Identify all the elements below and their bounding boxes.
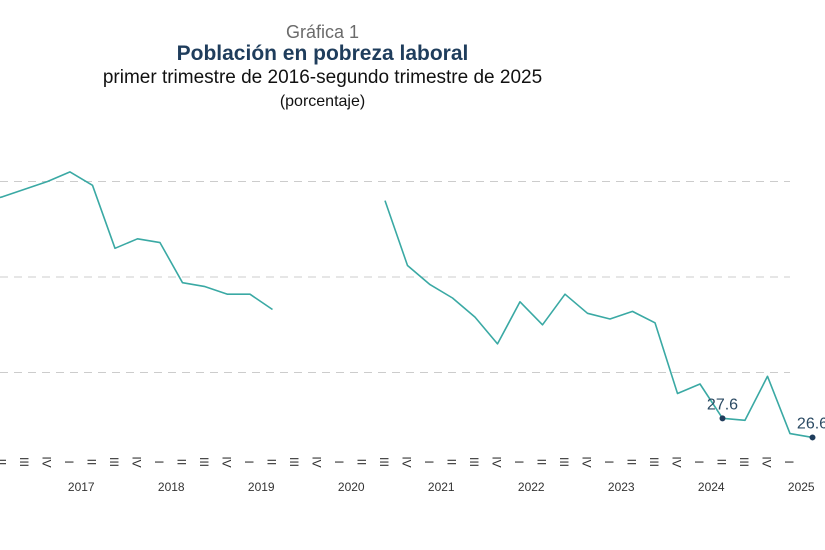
- quarter-tick-label: IV: [490, 456, 504, 467]
- quarter-tick-label: III: [17, 457, 31, 467]
- quarter-tick-label: II: [625, 459, 639, 466]
- quarter-tick-label: IV: [310, 456, 324, 467]
- quarter-tick-label: III: [197, 457, 211, 467]
- quarter-tick-label: I: [422, 460, 436, 463]
- year-label: 2019: [248, 480, 275, 494]
- quarter-tick-label: IV: [580, 456, 594, 467]
- quarter-tick-label: I: [62, 460, 76, 463]
- year-label: 2018: [158, 480, 185, 494]
- year-label: 2020: [338, 480, 365, 494]
- quarter-tick-label: II: [265, 459, 279, 466]
- quarter-tick-label: II: [0, 459, 9, 466]
- quarter-tick-label: III: [467, 457, 481, 467]
- quarter-tick-label: I: [602, 460, 616, 463]
- chart-unit: (porcentaje): [279, 93, 366, 110]
- quarter-tick-label: IV: [40, 456, 54, 467]
- data-label: 26.6: [797, 415, 825, 432]
- quarter-tick-label: II: [175, 459, 189, 466]
- year-label: 2022: [518, 480, 545, 494]
- quarter-tick-label: II: [445, 459, 459, 466]
- data-label: 27.6: [707, 396, 738, 413]
- chart-title: Población en pobreza laboral: [176, 42, 469, 65]
- series-line: [0, 171, 273, 311]
- chart-supertitle: Gráfica 1: [285, 22, 360, 42]
- quarter-tick-label: II: [715, 459, 729, 466]
- quarter-tick-label: I: [332, 460, 346, 463]
- year-label: 2017: [68, 480, 95, 494]
- quarter-tick-label: IV: [760, 456, 774, 467]
- quarter-tick-label: III: [377, 457, 391, 467]
- quarter-tick-label: III: [287, 457, 301, 467]
- quarter-tick-label: II: [85, 459, 99, 466]
- year-label: 2021: [428, 480, 455, 494]
- quarter-tick-label: III: [107, 457, 121, 467]
- quarter-tick-label: IV: [670, 456, 684, 467]
- data-point: [719, 415, 726, 422]
- chart-subtitle: primer trimestre de 2016-segundo trimest…: [102, 67, 543, 88]
- quarter-tick-label: I: [152, 460, 166, 463]
- quarter-tick-label: III: [557, 457, 571, 467]
- quarter-tick-label: IV: [400, 456, 414, 467]
- quarter-tick-label: I: [512, 460, 526, 463]
- quarter-tick-label: II: [355, 459, 369, 466]
- quarter-tick-label: II: [535, 459, 549, 466]
- year-label: 2023: [608, 480, 635, 494]
- data-point: [809, 434, 816, 441]
- quarter-tick-label: III: [647, 457, 661, 467]
- quarter-tick-label: I: [242, 460, 256, 463]
- quarter-tick-label: I: [692, 460, 706, 463]
- year-label: 2025: [788, 480, 815, 494]
- series-line: [384, 200, 813, 439]
- quarter-tick-label: III: [737, 457, 751, 467]
- quarter-tick-label: I: [782, 460, 796, 463]
- quarter-tick-label: IV: [220, 456, 234, 467]
- year-label: 2024: [698, 480, 725, 494]
- quarter-tick-label: IV: [130, 456, 144, 467]
